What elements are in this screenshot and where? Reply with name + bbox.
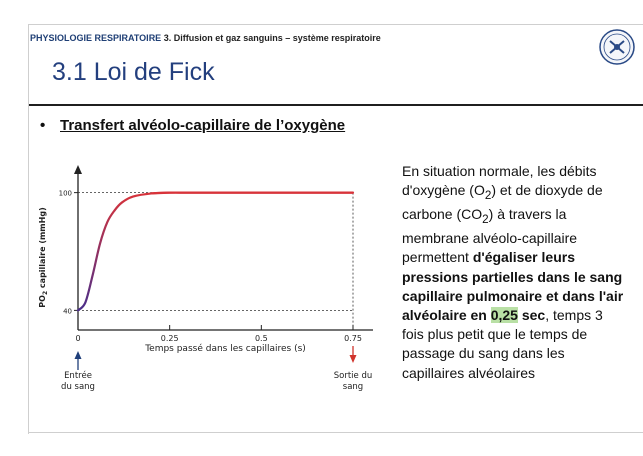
university-crest-icon xyxy=(599,29,635,65)
x-tick-label-3: 0.75 xyxy=(344,334,362,343)
end-label-line2: sang xyxy=(343,382,363,392)
x-tick-label-0: 0 xyxy=(75,334,80,343)
end-arrow-head xyxy=(349,355,357,363)
paragraph-part-3: ) à travers la membrane alvéolo-capillai… xyxy=(402,206,578,266)
bullet-marker: • xyxy=(40,117,46,134)
title-divider xyxy=(29,104,643,106)
x-tick-label-1: 0.25 xyxy=(161,334,179,343)
highlighted-value: 0,25 xyxy=(490,307,518,324)
bullet-heading: Transfert alvéolo-capillaire de l’oxygèn… xyxy=(60,117,346,134)
explanation-paragraph: En situation normale, les débits d'oxygè… xyxy=(402,162,627,383)
y-axis-arrow xyxy=(74,165,82,174)
x-tick-label-2: 0.5 xyxy=(255,334,268,343)
paragraph-rest: , temps 3 fois plus petit que le temps d… xyxy=(402,307,603,381)
slide-header: PHYSIOLOGIE RESPIRATOIRE 3. Diffusion et… xyxy=(30,33,381,43)
po2-curve xyxy=(76,191,355,312)
chart-labels: 40 100 0 0.25 0.5 0.75 Temps passé dans les ca… xyxy=(38,190,372,392)
paragraph-part-2: ) et de dioxyde de carbone (CO xyxy=(402,182,603,223)
paragraph-sub-2: 2 xyxy=(482,213,489,226)
header-section: 3. Diffusion et gaz sanguins – système r… xyxy=(163,33,381,43)
chart-axes xyxy=(74,165,373,331)
slide-frame-bottom xyxy=(29,432,643,433)
header-chapter: PHYSIOLOGIE RESPIRATOIRE xyxy=(30,33,162,43)
slide-frame-top xyxy=(28,24,643,25)
paragraph-bold: d'égaliser leurs pressions partielles da… xyxy=(402,249,624,324)
x-axis-label: Temps passé dans les capillaires (s) xyxy=(144,343,306,354)
po2-plateau xyxy=(151,191,353,195)
y-tick-label-0: 40 xyxy=(63,307,72,315)
paragraph-sub-1: 2 xyxy=(484,189,492,202)
start-label-line2: du sang xyxy=(61,382,95,392)
paragraph-bold-end: sec xyxy=(517,307,546,324)
page-title: 3.1 Loi de Fick xyxy=(52,58,215,86)
chart-marks xyxy=(74,191,357,370)
paragraph-part-1: En situation normale, les débits d'oxygè… xyxy=(402,163,597,199)
start-arrow-head xyxy=(74,351,82,359)
y-tick-label-1: 100 xyxy=(59,190,72,198)
y-axis-label: PO2 capillaire (mmHg) xyxy=(38,207,49,307)
po2-chart: 40 100 0 0.25 0.5 0.75 Temps passé dans les ca… xyxy=(38,165,373,392)
slide-frame-left xyxy=(28,24,29,434)
end-label-line1: Sortie du xyxy=(334,371,373,381)
start-label-line1: Entrée xyxy=(64,370,92,381)
